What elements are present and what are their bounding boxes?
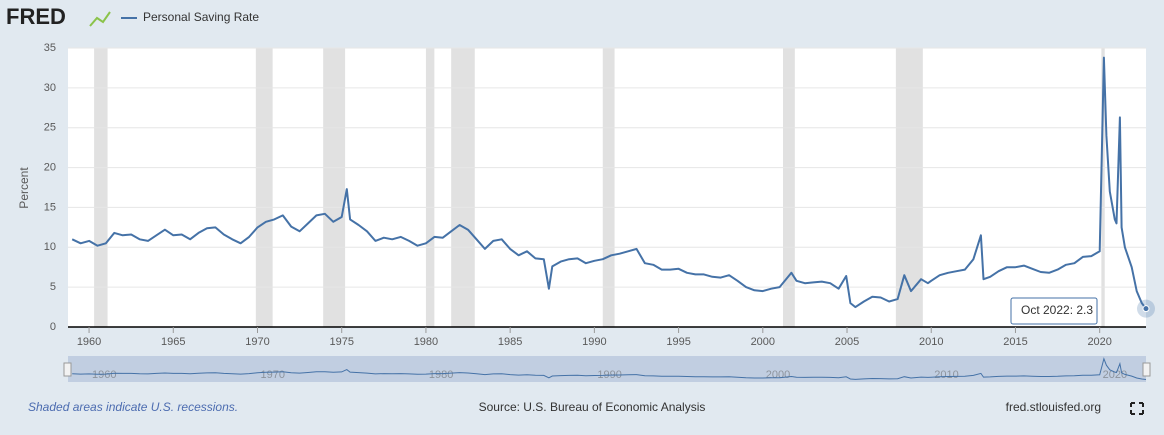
x-tick-label: 1965 [161,336,185,348]
navigator-tick-label: 2010 [934,369,958,381]
y-tick-label: 15 [44,201,56,213]
fullscreen-icon[interactable] [1130,402,1144,415]
navigator-tick-label: 1970 [260,369,284,381]
y-tick-label: 35 [44,42,56,54]
recession-band [451,48,475,327]
x-tick-label: 1985 [498,336,522,348]
series-line [71,56,1147,310]
recession-note: Shaded areas indicate U.S. recessions. [28,400,238,414]
logo-icon [89,11,111,27]
recession-band [1101,48,1105,327]
x-tick-label: 2010 [919,336,943,348]
x-tick-label: 2005 [835,336,859,348]
logo: FRED [6,4,66,29]
navigator-tick-label: 1960 [92,369,116,381]
recession-band [94,48,108,327]
tooltip-box [1010,297,1098,325]
recession-band [323,48,346,327]
tooltip-value: 2.3 [1076,303,1093,317]
x-tick-label: 1990 [582,336,606,348]
navigator-tick-label: 1980 [429,369,453,381]
y-tick-label: 25 [44,122,56,134]
tooltip-text: Oct 2022: 2.3 [1021,303,1093,317]
site[interactable]: fred.stlouisfed.org [1006,400,1101,414]
y-axis-label: Percent [17,167,31,209]
y-tick-label: 5 [50,281,56,293]
hover-point [1142,305,1150,313]
recession-band [425,48,435,327]
navigator-selection[interactable] [68,356,1146,382]
tooltip-date: Oct 2022: [1021,303,1073,317]
recession-band [602,48,615,327]
source: Source: U.S. Bureau of Economic Analysis [479,400,706,414]
tooltip: Oct 2022: 2.3 [1010,297,1098,325]
x-tick-label: 1970 [245,336,269,348]
x-tick-label: 1975 [329,336,353,348]
y-tick-label: 20 [44,161,56,173]
navigator-tick-label: 2000 [766,369,790,381]
navigator-handle-right[interactable] [1142,362,1151,377]
recession-band [783,48,795,327]
y-tick-label: 0 [50,321,56,333]
x-tick-label: 1980 [414,336,438,348]
recession-band [255,48,273,327]
x-tick-label: 2000 [751,336,775,348]
y-tick-label: 30 [44,82,56,94]
legend-label[interactable]: Personal Saving Rate [143,10,259,24]
y-tick-label: 10 [44,241,56,253]
recession-band [895,48,923,327]
navigator-line [72,357,1147,380]
x-tick-label: 1960 [77,336,101,348]
x-tick-label: 2020 [1087,336,1111,348]
navigator-handle-left[interactable] [63,362,72,377]
navigator-tick-label: 2020 [1103,369,1127,381]
x-tick-label: 1995 [666,336,690,348]
x-tick-label: 2015 [1003,336,1027,348]
